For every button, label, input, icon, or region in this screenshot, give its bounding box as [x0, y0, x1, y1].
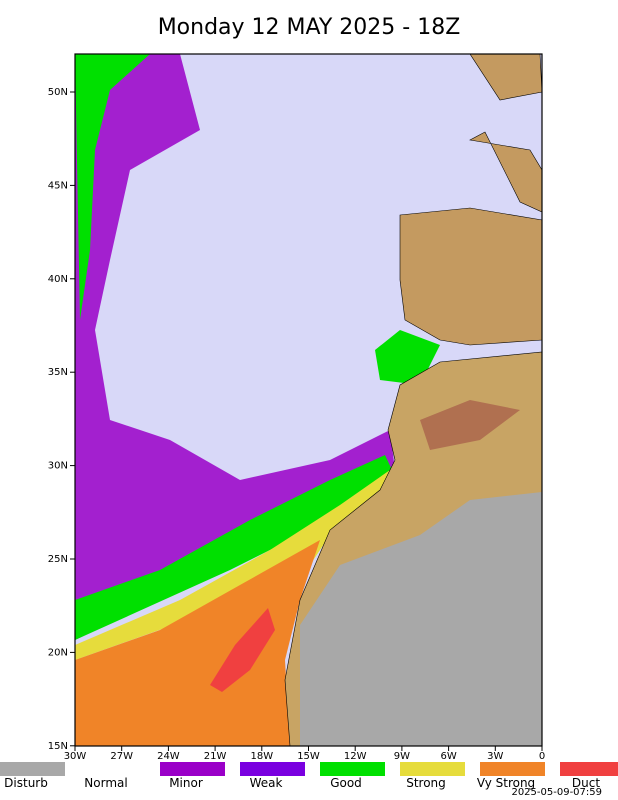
- duct-zone: [210, 608, 275, 692]
- lon-label: 0: [539, 751, 545, 762]
- atlas: [420, 400, 520, 450]
- legend-swatch: [0, 762, 65, 776]
- legend-label: Good: [330, 776, 362, 790]
- legend-label: Duct: [572, 776, 600, 790]
- disturb-zone: [300, 492, 542, 746]
- lon-label: 12W: [344, 751, 367, 762]
- lat-label: 45N: [48, 180, 68, 191]
- lat-label: 40N: [48, 274, 68, 285]
- lon-label: 9W: [394, 751, 410, 762]
- legend-label: Normal: [84, 776, 127, 790]
- legend-swatch: [480, 762, 545, 776]
- legend-swatch: [80, 762, 145, 776]
- map: [74, 53, 543, 747]
- timestamp: 2025-05-09-07:59: [511, 787, 602, 798]
- lon-label: 21W: [204, 751, 227, 762]
- legend-label: Strong: [406, 776, 446, 790]
- lon-label: 30W: [64, 751, 87, 762]
- legend-swatch: [560, 762, 618, 776]
- lat-label: 30N: [48, 461, 68, 472]
- lon-label: 24W: [157, 751, 180, 762]
- good-zone: [75, 54, 150, 320]
- legend-swatch: [400, 762, 465, 776]
- vy-strong-zone: [75, 540, 320, 746]
- legend-label: Vy Strong: [477, 776, 535, 790]
- lat-label: 20N: [48, 647, 68, 658]
- iberia: [399, 207, 543, 346]
- legend-swatch: [160, 762, 225, 776]
- lat-label: 15N: [48, 741, 68, 752]
- lon-label: 18W: [250, 751, 273, 762]
- title: Monday 12 MAY 2025 - 18Z: [158, 15, 461, 40]
- lon-label: 15W: [297, 751, 320, 762]
- legend: Disturb Normal Minor Weak Good Strong Vy Stron…: [0, 762, 618, 790]
- lat-label: 25N: [48, 554, 68, 565]
- good-zone: [75, 455, 392, 640]
- legend-label: Disturb: [4, 776, 48, 790]
- legend-swatch: [240, 762, 305, 776]
- legend-label: Minor: [169, 776, 203, 790]
- legend-swatch: [320, 762, 385, 776]
- lat-label: 50N: [48, 87, 68, 98]
- lon-label: 3W: [487, 751, 503, 762]
- legend-label: Weak: [250, 776, 283, 790]
- strong-zone: [75, 470, 395, 660]
- lon-label: 27W: [110, 751, 133, 762]
- lat-label: 35N: [48, 367, 68, 378]
- lon-label: 6W: [440, 751, 456, 762]
